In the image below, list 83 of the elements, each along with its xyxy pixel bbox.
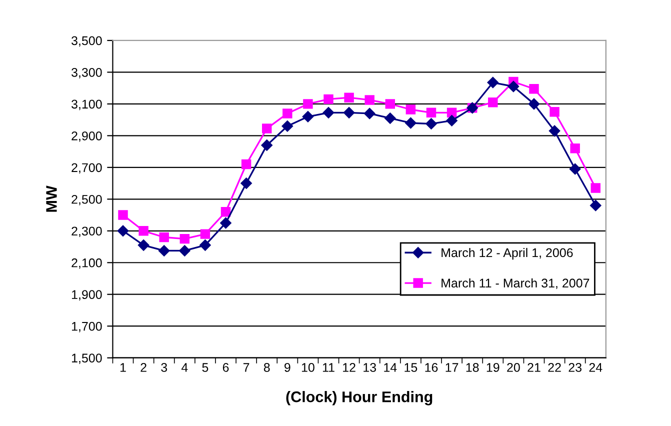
point — [384, 112, 396, 124]
point — [344, 92, 354, 102]
point — [282, 120, 294, 132]
point — [180, 234, 190, 244]
x-tick-label: 2 — [140, 363, 146, 372]
point — [158, 245, 170, 256]
x-tick-label: 5 — [202, 363, 208, 372]
x-tick-label: 16 — [425, 363, 438, 372]
point — [548, 125, 560, 137]
x-tick-label: 12 — [343, 363, 356, 372]
point — [406, 104, 416, 114]
y-axis-title: MW — [46, 186, 57, 212]
point — [261, 140, 272, 151]
legend-label: March 12 - April 1, 2006 — [442, 248, 573, 260]
y-tick-label: 3,300 — [72, 68, 102, 78]
x-tick-label: 15 — [404, 363, 418, 372]
point — [118, 210, 128, 220]
y-tick-label: 2,900 — [72, 131, 102, 142]
y-tick-label: 3,500 — [72, 36, 102, 47]
x-tick-label: 6 — [222, 363, 229, 372]
point — [282, 108, 292, 118]
x-tick-label: 21 — [528, 363, 540, 372]
legend-label: March 11 - March 31, 2007 — [442, 278, 590, 290]
x-tick-label: 9 — [284, 363, 290, 372]
point — [200, 229, 210, 239]
point — [220, 206, 231, 217]
y-tick-label: 3,100 — [72, 100, 102, 110]
point — [364, 108, 376, 120]
point — [529, 84, 539, 94]
point — [570, 144, 580, 154]
point — [385, 99, 396, 109]
point — [426, 108, 436, 118]
x-tick-label: 17 — [446, 363, 458, 372]
point — [446, 115, 458, 126]
point — [590, 200, 602, 212]
point — [550, 107, 560, 117]
y-tick-label: 1,900 — [72, 290, 102, 300]
x-tick-label: 23 — [568, 363, 582, 372]
x-tick-label: 20 — [507, 363, 520, 372]
point — [343, 107, 355, 118]
x-axis-title: (Clock) Hour Ending — [286, 391, 432, 406]
x-tick-label: 18 — [466, 363, 479, 372]
x-tick-label: 4 — [181, 363, 188, 372]
point — [117, 225, 129, 236]
y-tick-label: 2,100 — [72, 258, 102, 269]
point — [590, 183, 600, 193]
point — [324, 94, 334, 104]
x-tick-label: 22 — [548, 363, 561, 372]
point — [159, 232, 169, 242]
point — [487, 76, 498, 88]
x-tick-label: 14 — [384, 363, 397, 372]
y-tick-label: 2,500 — [72, 194, 102, 206]
point — [240, 178, 252, 189]
point — [508, 80, 520, 92]
x-tick-label: 11 — [322, 363, 334, 372]
point — [138, 226, 148, 236]
point — [528, 98, 540, 110]
point — [200, 240, 211, 251]
y-tick-label: 1,700 — [72, 322, 102, 332]
point — [488, 97, 498, 108]
x-tick-label: 8 — [264, 363, 270, 372]
x-tick-label: 10 — [302, 363, 314, 372]
point — [322, 107, 334, 118]
x-tick-label: 24 — [589, 363, 602, 372]
y-tick-label: 2,300 — [72, 226, 102, 238]
x-tick-label: 1 — [120, 363, 126, 372]
point — [405, 117, 416, 129]
y-tick-label: 1,500 — [72, 354, 102, 364]
y-tick-label: 2,700 — [72, 163, 102, 174]
point — [241, 159, 252, 170]
point — [426, 118, 437, 130]
point — [262, 124, 272, 134]
x-tick-label: 19 — [486, 363, 500, 372]
point — [569, 163, 581, 175]
point — [364, 95, 374, 105]
point — [179, 245, 190, 256]
point — [303, 99, 313, 109]
x-tick-label: 3 — [161, 363, 168, 372]
point — [220, 217, 232, 229]
point — [302, 111, 314, 122]
x-tick-label: 13 — [364, 363, 376, 372]
point — [138, 240, 150, 251]
x-tick-label: 7 — [243, 363, 250, 372]
